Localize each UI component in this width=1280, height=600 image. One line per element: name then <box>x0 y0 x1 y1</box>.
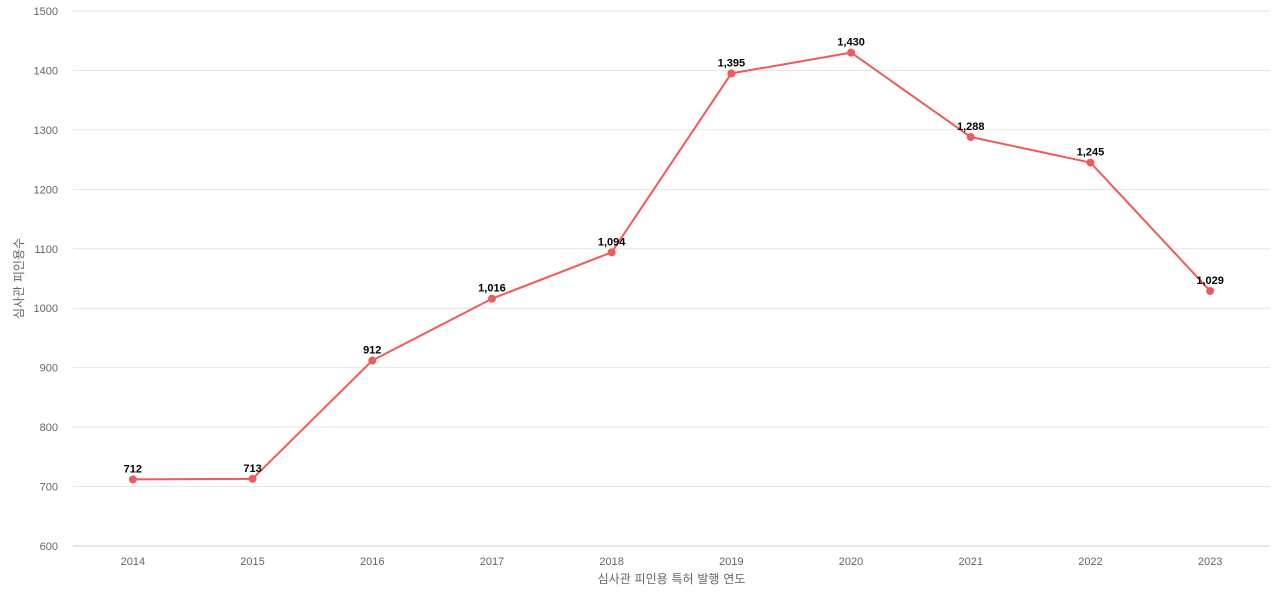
data-point <box>128 475 137 484</box>
data-point <box>607 248 616 257</box>
data-point <box>1206 286 1215 295</box>
y-tick-label: 900 <box>40 363 58 375</box>
y-tick-label: 700 <box>40 482 58 494</box>
data-label: 712 <box>124 463 142 475</box>
data-point <box>1086 158 1095 167</box>
y-tick-label: 1200 <box>34 184 58 196</box>
data-label: 1,430 <box>837 37 865 49</box>
series-line <box>132 51 1211 481</box>
x-tick-label: 2016 <box>360 556 384 568</box>
x-tick-label: 2017 <box>480 556 504 568</box>
data-label: 1,395 <box>718 57 746 69</box>
y-tick-label: 1400 <box>34 65 58 77</box>
x-tick-label: 2021 <box>959 556 983 568</box>
data-point <box>966 133 975 142</box>
y-tick-label: 600 <box>40 541 58 553</box>
data-label: 1,029 <box>1196 275 1224 287</box>
data-label: 1,094 <box>598 236 626 248</box>
x-tick-label: 2019 <box>719 556 743 568</box>
y-axis: 600 700 800 900 1000 1100 1200 1300 1400 1500 <box>34 6 58 553</box>
x-tick-label: 2023 <box>1198 556 1222 568</box>
grid-lines <box>73 10 1270 488</box>
data-label: 912 <box>363 345 381 357</box>
data-point <box>487 294 496 303</box>
x-tick-label: 2015 <box>240 556 264 568</box>
x-tick-label: 2022 <box>1078 556 1102 568</box>
data-label: 1,245 <box>1077 147 1105 159</box>
y-tick-label: 1500 <box>34 6 58 18</box>
data-point <box>727 69 736 78</box>
x-axis: 2014 2015 2016 2017 2018 2019 2020 2021 2022 2023 <box>121 556 1223 568</box>
y-tick-label: 1000 <box>34 303 58 315</box>
data-labels: 712 713 912 1,016 1,094 1,395 1,430 1,288 1,245 1… <box>124 37 1224 476</box>
data-label: 1,288 <box>957 121 985 133</box>
x-tick-label: 2018 <box>599 556 623 568</box>
y-tick-label: 1300 <box>34 125 58 137</box>
data-point <box>847 48 856 57</box>
data-point <box>368 356 377 365</box>
y-tick-label: 800 <box>40 422 58 434</box>
x-tick-label: 2020 <box>839 556 863 568</box>
series-group <box>128 48 1215 484</box>
x-tick-label: 2014 <box>121 556 145 568</box>
data-point <box>248 474 257 483</box>
data-label: 1,016 <box>478 283 506 295</box>
data-label: 713 <box>243 463 261 475</box>
y-tick-label: 1100 <box>34 244 58 256</box>
x-axis-title: 심사관 피인용 특허 발행 연도 <box>598 571 746 586</box>
y-axis-title: 심사관 피인용수 <box>12 238 26 319</box>
